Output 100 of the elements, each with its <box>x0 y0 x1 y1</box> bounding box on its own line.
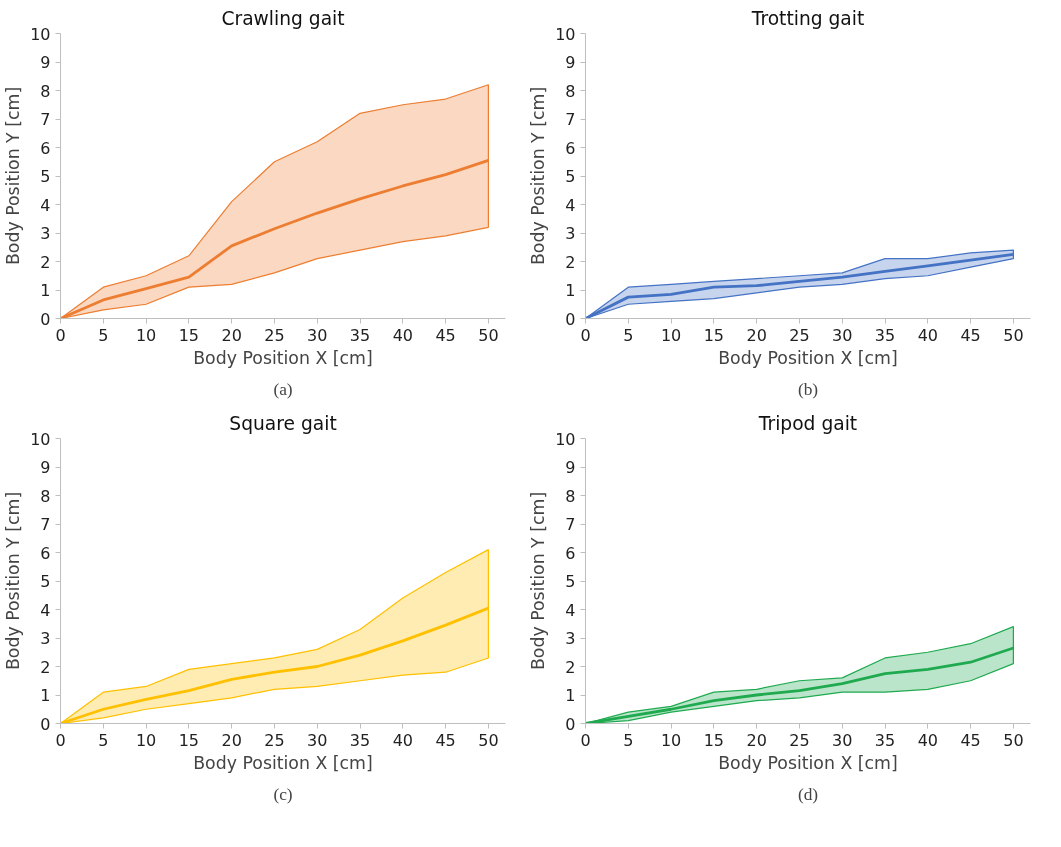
y-tick-label: 8 <box>40 81 51 101</box>
y-tick-label: 5 <box>565 572 576 591</box>
x-tick-label: 45 <box>435 730 456 750</box>
y-tick-label: 8 <box>40 486 51 506</box>
chart-title: Crawling gait <box>221 7 345 29</box>
x-tick-label: 25 <box>789 325 810 345</box>
x-axis-title: Body Position X [cm] <box>718 347 898 368</box>
x-tick-label: 20 <box>746 730 767 750</box>
x-tick-label: 45 <box>960 730 981 750</box>
y-tick-label: 6 <box>565 543 576 563</box>
y-tick-label: 7 <box>565 515 576 534</box>
x-tick-label: 0 <box>580 730 591 750</box>
y-tick-label: 6 <box>40 138 51 158</box>
text: (d) <box>797 784 819 804</box>
y-tick-label: 5 <box>40 572 51 591</box>
x-tick-label: 10 <box>660 325 682 345</box>
y-axis-title: Body Position Y [cm] <box>528 86 549 266</box>
y-tick-label: 7 <box>40 515 51 534</box>
y-tick-label: 10 <box>30 429 51 449</box>
x-tick-label: 40 <box>917 730 938 750</box>
y-tick-label: 0 <box>565 309 576 329</box>
x-tick-label: 25 <box>789 730 810 750</box>
x-tick-label: 15 <box>178 325 200 345</box>
y-tick-label: 7 <box>40 110 51 129</box>
y-tick-label: 0 <box>40 309 51 329</box>
y-tick-label: 5 <box>565 167 576 186</box>
chart-title: Square gait <box>229 412 337 434</box>
x-tick-label: 5 <box>98 730 109 750</box>
x-tick-label: 20 <box>221 325 242 345</box>
x-tick-label: 30 <box>832 730 853 750</box>
x-tick-label: 0 <box>55 730 66 750</box>
x-tick-label: 45 <box>960 325 981 345</box>
x-tick-label: 5 <box>623 730 634 750</box>
x-tick-label: 50 <box>478 325 499 345</box>
y-tick-label: 3 <box>40 224 51 243</box>
y-tick-label: 6 <box>565 138 576 158</box>
x-tick-label: 20 <box>221 730 242 750</box>
y-tick-label: 4 <box>565 600 576 620</box>
y-tick-label: 10 <box>555 429 576 449</box>
x-tick-label: 50 <box>478 730 499 750</box>
y-tick-label: 2 <box>40 252 51 272</box>
x-tick-label: 25 <box>264 325 285 345</box>
y-tick-label: 4 <box>40 600 51 620</box>
x-tick-label: 15 <box>178 730 200 750</box>
y-tick-label: 1 <box>40 281 51 300</box>
x-tick-label: 10 <box>660 730 682 750</box>
x-tick-label: 0 <box>55 325 66 345</box>
x-tick-label: 0 <box>580 325 591 345</box>
x-tick-label: 40 <box>392 325 413 345</box>
y-axis-title: Body Position Y [cm] <box>528 491 549 671</box>
x-tick-label: 50 <box>1003 730 1024 750</box>
chart-title: Trotting gait <box>750 7 865 29</box>
x-tick-label: 50 <box>1003 325 1024 345</box>
y-tick-label: 7 <box>565 110 576 129</box>
y-tick-label: 3 <box>40 629 51 648</box>
x-axis-title: Body Position X [cm] <box>718 752 898 773</box>
y-tick-label: 10 <box>555 24 576 44</box>
x-tick-label: 15 <box>703 730 725 750</box>
x-tick-label: 40 <box>392 730 413 750</box>
x-tick-label: 35 <box>349 325 371 345</box>
y-tick-label: 9 <box>565 458 576 477</box>
x-tick-label: 40 <box>917 325 938 345</box>
x-tick-label: 30 <box>307 325 328 345</box>
x-axis-title: Body Position X [cm] <box>193 347 373 368</box>
y-tick-label: 6 <box>40 543 51 563</box>
x-tick-label: 45 <box>435 325 456 345</box>
x-tick-label: 10 <box>135 730 157 750</box>
y-tick-label: 9 <box>40 53 51 72</box>
x-tick-label: 10 <box>135 325 157 345</box>
y-tick-label: 0 <box>565 714 576 734</box>
y-tick-label: 1 <box>565 281 576 300</box>
y-tick-label: 10 <box>30 24 51 44</box>
y-tick-label: 2 <box>40 657 51 677</box>
x-tick-label: 5 <box>623 325 634 345</box>
text: (a) <box>273 379 293 399</box>
y-axis-title: Body Position Y [cm] <box>3 86 24 266</box>
y-axis-title: Body Position Y [cm] <box>3 491 24 671</box>
y-tick-label: 9 <box>40 458 51 477</box>
x-tick-label: 30 <box>832 325 853 345</box>
y-tick-label: 3 <box>565 224 576 243</box>
x-tick-label: 5 <box>98 325 109 345</box>
y-tick-label: 5 <box>40 167 51 186</box>
x-tick-label: 25 <box>264 730 285 750</box>
x-tick-label: 35 <box>349 730 371 750</box>
x-axis-title: Body Position X [cm] <box>193 752 373 773</box>
y-tick-label: 1 <box>40 686 51 705</box>
y-tick-label: 3 <box>565 629 576 648</box>
y-tick-label: 9 <box>565 53 576 72</box>
x-tick-label: 35 <box>874 325 896 345</box>
y-tick-label: 0 <box>40 714 51 734</box>
y-tick-label: 4 <box>565 195 576 215</box>
x-tick-label: 20 <box>746 325 767 345</box>
chart-title: Tripod gait <box>757 412 858 434</box>
y-tick-label: 2 <box>565 657 576 677</box>
text: (b) <box>797 379 819 399</box>
y-tick-label: 8 <box>565 486 576 506</box>
y-tick-label: 4 <box>40 195 51 215</box>
y-tick-label: 8 <box>565 81 576 101</box>
x-tick-label: 35 <box>874 730 896 750</box>
y-tick-label: 1 <box>565 686 576 705</box>
